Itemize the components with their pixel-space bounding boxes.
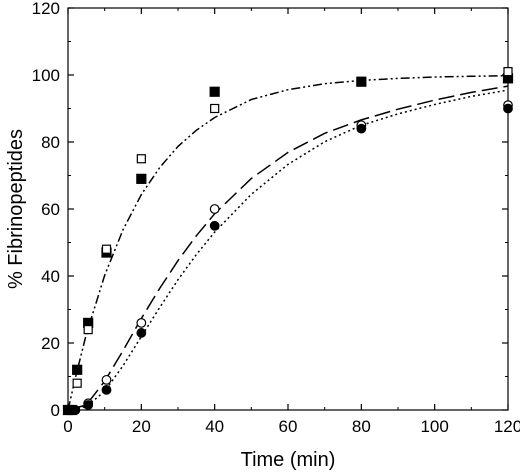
data-point-circle-filled bbox=[101, 385, 112, 395]
data-point-circle-filled bbox=[83, 400, 94, 410]
x-tick-label: 20 bbox=[132, 417, 151, 436]
x-tick-label: 40 bbox=[205, 417, 224, 436]
y-axis-label: % Fibrinopeptides bbox=[5, 129, 27, 289]
y-tick-label: 80 bbox=[41, 133, 60, 152]
fit-curves bbox=[67, 74, 509, 411]
data-point-square-filled bbox=[209, 86, 220, 97]
data-point-circle-open bbox=[209, 204, 220, 214]
data-point-circle-filled bbox=[209, 220, 220, 231]
data-point-circle-filled bbox=[356, 123, 367, 134]
x-tick-label: 120 bbox=[494, 417, 520, 436]
axis-ticks: 0 20 40 60 80 100 120 0 20 40 60 80 100 120 bbox=[32, 0, 520, 436]
x-tick-label: 80 bbox=[352, 417, 371, 436]
plot-frame bbox=[67, 7, 509, 411]
y-tick-label: 100 bbox=[32, 66, 60, 85]
data-point-square-open bbox=[503, 67, 513, 77]
data-point-square-open bbox=[101, 244, 112, 254]
data-points bbox=[62, 67, 514, 416]
data-point-circle-filled bbox=[136, 328, 147, 338]
x-tick-label: 0 bbox=[63, 417, 72, 436]
data-point-circle-filled bbox=[70, 405, 81, 415]
curve-dotted bbox=[67, 89, 509, 411]
data-point-square-open bbox=[136, 154, 146, 164]
y-tick-label: 0 bbox=[51, 401, 60, 420]
data-point-square-filled bbox=[72, 364, 83, 375]
data-point-square-filled bbox=[136, 173, 147, 184]
data-point-circle-filled bbox=[503, 103, 513, 114]
y-tick-label: 60 bbox=[41, 200, 60, 219]
y-tick-label: 120 bbox=[32, 0, 60, 18]
x-axis-label: Time (min) bbox=[241, 449, 336, 471]
data-point-square-open bbox=[210, 103, 220, 114]
data-point-square-filled bbox=[356, 76, 367, 87]
data-point-square-open bbox=[72, 378, 82, 388]
data-point-circle-open bbox=[101, 374, 112, 385]
y-tick-label: 40 bbox=[41, 267, 60, 286]
y-tick-label: 20 bbox=[41, 334, 60, 353]
data-point-square-open bbox=[83, 325, 93, 335]
x-tick-label: 100 bbox=[420, 417, 448, 436]
data-point-circle-open bbox=[136, 318, 147, 328]
x-tick-label: 60 bbox=[279, 417, 298, 436]
curve-dashed bbox=[67, 85, 509, 411]
curve-dash-dot-dot bbox=[67, 74, 509, 411]
